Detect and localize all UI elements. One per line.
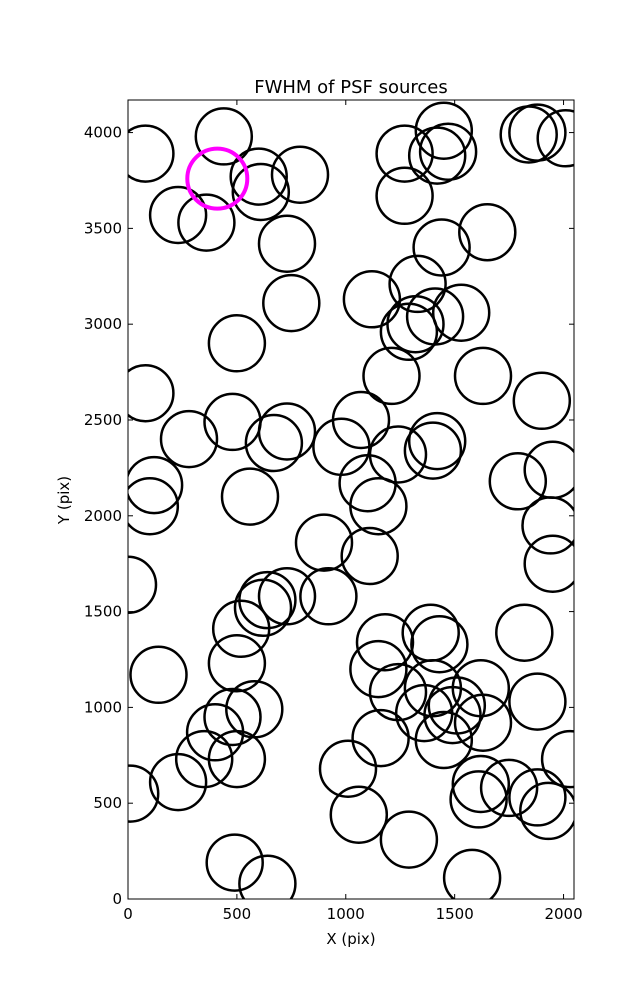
- source-marker: [379, 810, 439, 869]
- source-marker: [128, 555, 158, 615]
- source-marker: [238, 854, 297, 899]
- source-marker: [270, 145, 330, 204]
- scatter-markers: [128, 101, 574, 899]
- source-marker: [412, 218, 471, 277]
- source-marker: [403, 421, 463, 480]
- x-tick-label: 500: [223, 905, 252, 923]
- source-marker: [220, 467, 280, 526]
- source-marker: [495, 603, 554, 662]
- source-marker: [203, 687, 262, 747]
- source-marker: [349, 639, 408, 699]
- source-marker: [233, 578, 293, 638]
- source-marker: [523, 534, 574, 593]
- source-marker: [128, 455, 184, 515]
- source-marker: [211, 599, 271, 659]
- source-marker: [177, 193, 236, 252]
- x-axis-ticks: 0 500 1000 1500 2000: [123, 100, 583, 923]
- source-marker: [451, 754, 511, 814]
- source-marker: [405, 287, 465, 346]
- source-marker: [129, 645, 188, 705]
- chart-title: FWHM of PSF sources: [254, 77, 448, 98]
- source-marker: [244, 413, 304, 473]
- y-tick-label: 3500: [84, 219, 122, 237]
- y-axis-ticks: 0 500 1000 1500 2000 2500 3000 3500 4000: [84, 124, 574, 908]
- source-marker: [407, 126, 467, 185]
- highlighted-source-marker: [185, 146, 250, 211]
- y-axis-label: Y (pix): [55, 476, 73, 525]
- source-marker: [414, 710, 474, 770]
- source-marker: [128, 124, 175, 183]
- source-marker: [340, 526, 399, 586]
- plot-frame: [127, 99, 575, 900]
- source-marker: [148, 752, 208, 812]
- source-marker: [342, 270, 402, 329]
- source-marker: [148, 185, 208, 245]
- source-marker: [442, 848, 502, 899]
- source-marker: [368, 425, 428, 484]
- y-tick-label: 1000: [84, 698, 122, 716]
- source-marker: [431, 283, 491, 342]
- y-tick-label: 1500: [84, 603, 122, 621]
- source-marker: [410, 614, 469, 674]
- x-tick-label: 1000: [327, 905, 365, 923]
- source-marker: [349, 476, 408, 536]
- source-marker: [362, 346, 421, 406]
- source-marker: [128, 764, 160, 823]
- y-tick-label: 0: [112, 890, 122, 908]
- source-marker: [174, 729, 234, 789]
- source-marker: [299, 567, 358, 626]
- source-marker: [351, 708, 410, 768]
- x-tick-label: 1500: [436, 905, 474, 923]
- source-marker: [508, 103, 567, 162]
- y-tick-label: 4000: [84, 124, 122, 142]
- source-marker: [536, 109, 574, 168]
- source-marker: [257, 402, 317, 461]
- source-marker: [231, 162, 291, 222]
- source-marker: [207, 634, 267, 693]
- source-marker: [262, 273, 321, 333]
- source-marker: [451, 658, 511, 718]
- source-marker: [388, 254, 447, 314]
- y-tick-label: 3000: [84, 315, 122, 333]
- source-marker: [375, 166, 434, 226]
- source-marker: [508, 672, 567, 731]
- source-marker: [418, 122, 478, 181]
- source-marker: [508, 768, 567, 827]
- source-marker: [159, 409, 219, 469]
- source-marker: [128, 363, 175, 423]
- source-marker: [257, 214, 317, 273]
- source-marker: [294, 513, 354, 572]
- source-marker: [128, 476, 180, 536]
- source-marker: [512, 371, 572, 431]
- source-marker: [449, 770, 508, 829]
- source-marker: [355, 612, 415, 672]
- source-marker: [207, 314, 267, 373]
- source-marker: [194, 107, 254, 166]
- source-marker: [375, 124, 434, 183]
- y-tick-label: 2500: [84, 411, 122, 429]
- x-tick-label: 0: [123, 905, 133, 923]
- source-marker: [414, 101, 474, 160]
- source-marker: [453, 346, 513, 406]
- source-marker: [229, 147, 288, 206]
- source-marker: [205, 833, 264, 892]
- source-marker: [453, 693, 513, 752]
- y-tick-label: 500: [93, 794, 122, 812]
- source-marker: [519, 781, 574, 841]
- source-marker: [329, 785, 389, 844]
- y-tick-label: 2000: [84, 507, 122, 525]
- source-marker: [407, 411, 467, 471]
- x-tick-label: 2000: [544, 905, 582, 923]
- source-marker: [479, 758, 539, 818]
- source-marker: [488, 452, 548, 511]
- source-marker: [540, 729, 574, 789]
- x-axis-label: X (pix): [326, 930, 375, 948]
- source-marker: [318, 739, 378, 798]
- source-marker: [521, 496, 574, 555]
- source-marker: [458, 202, 517, 262]
- source-marker: [207, 729, 267, 789]
